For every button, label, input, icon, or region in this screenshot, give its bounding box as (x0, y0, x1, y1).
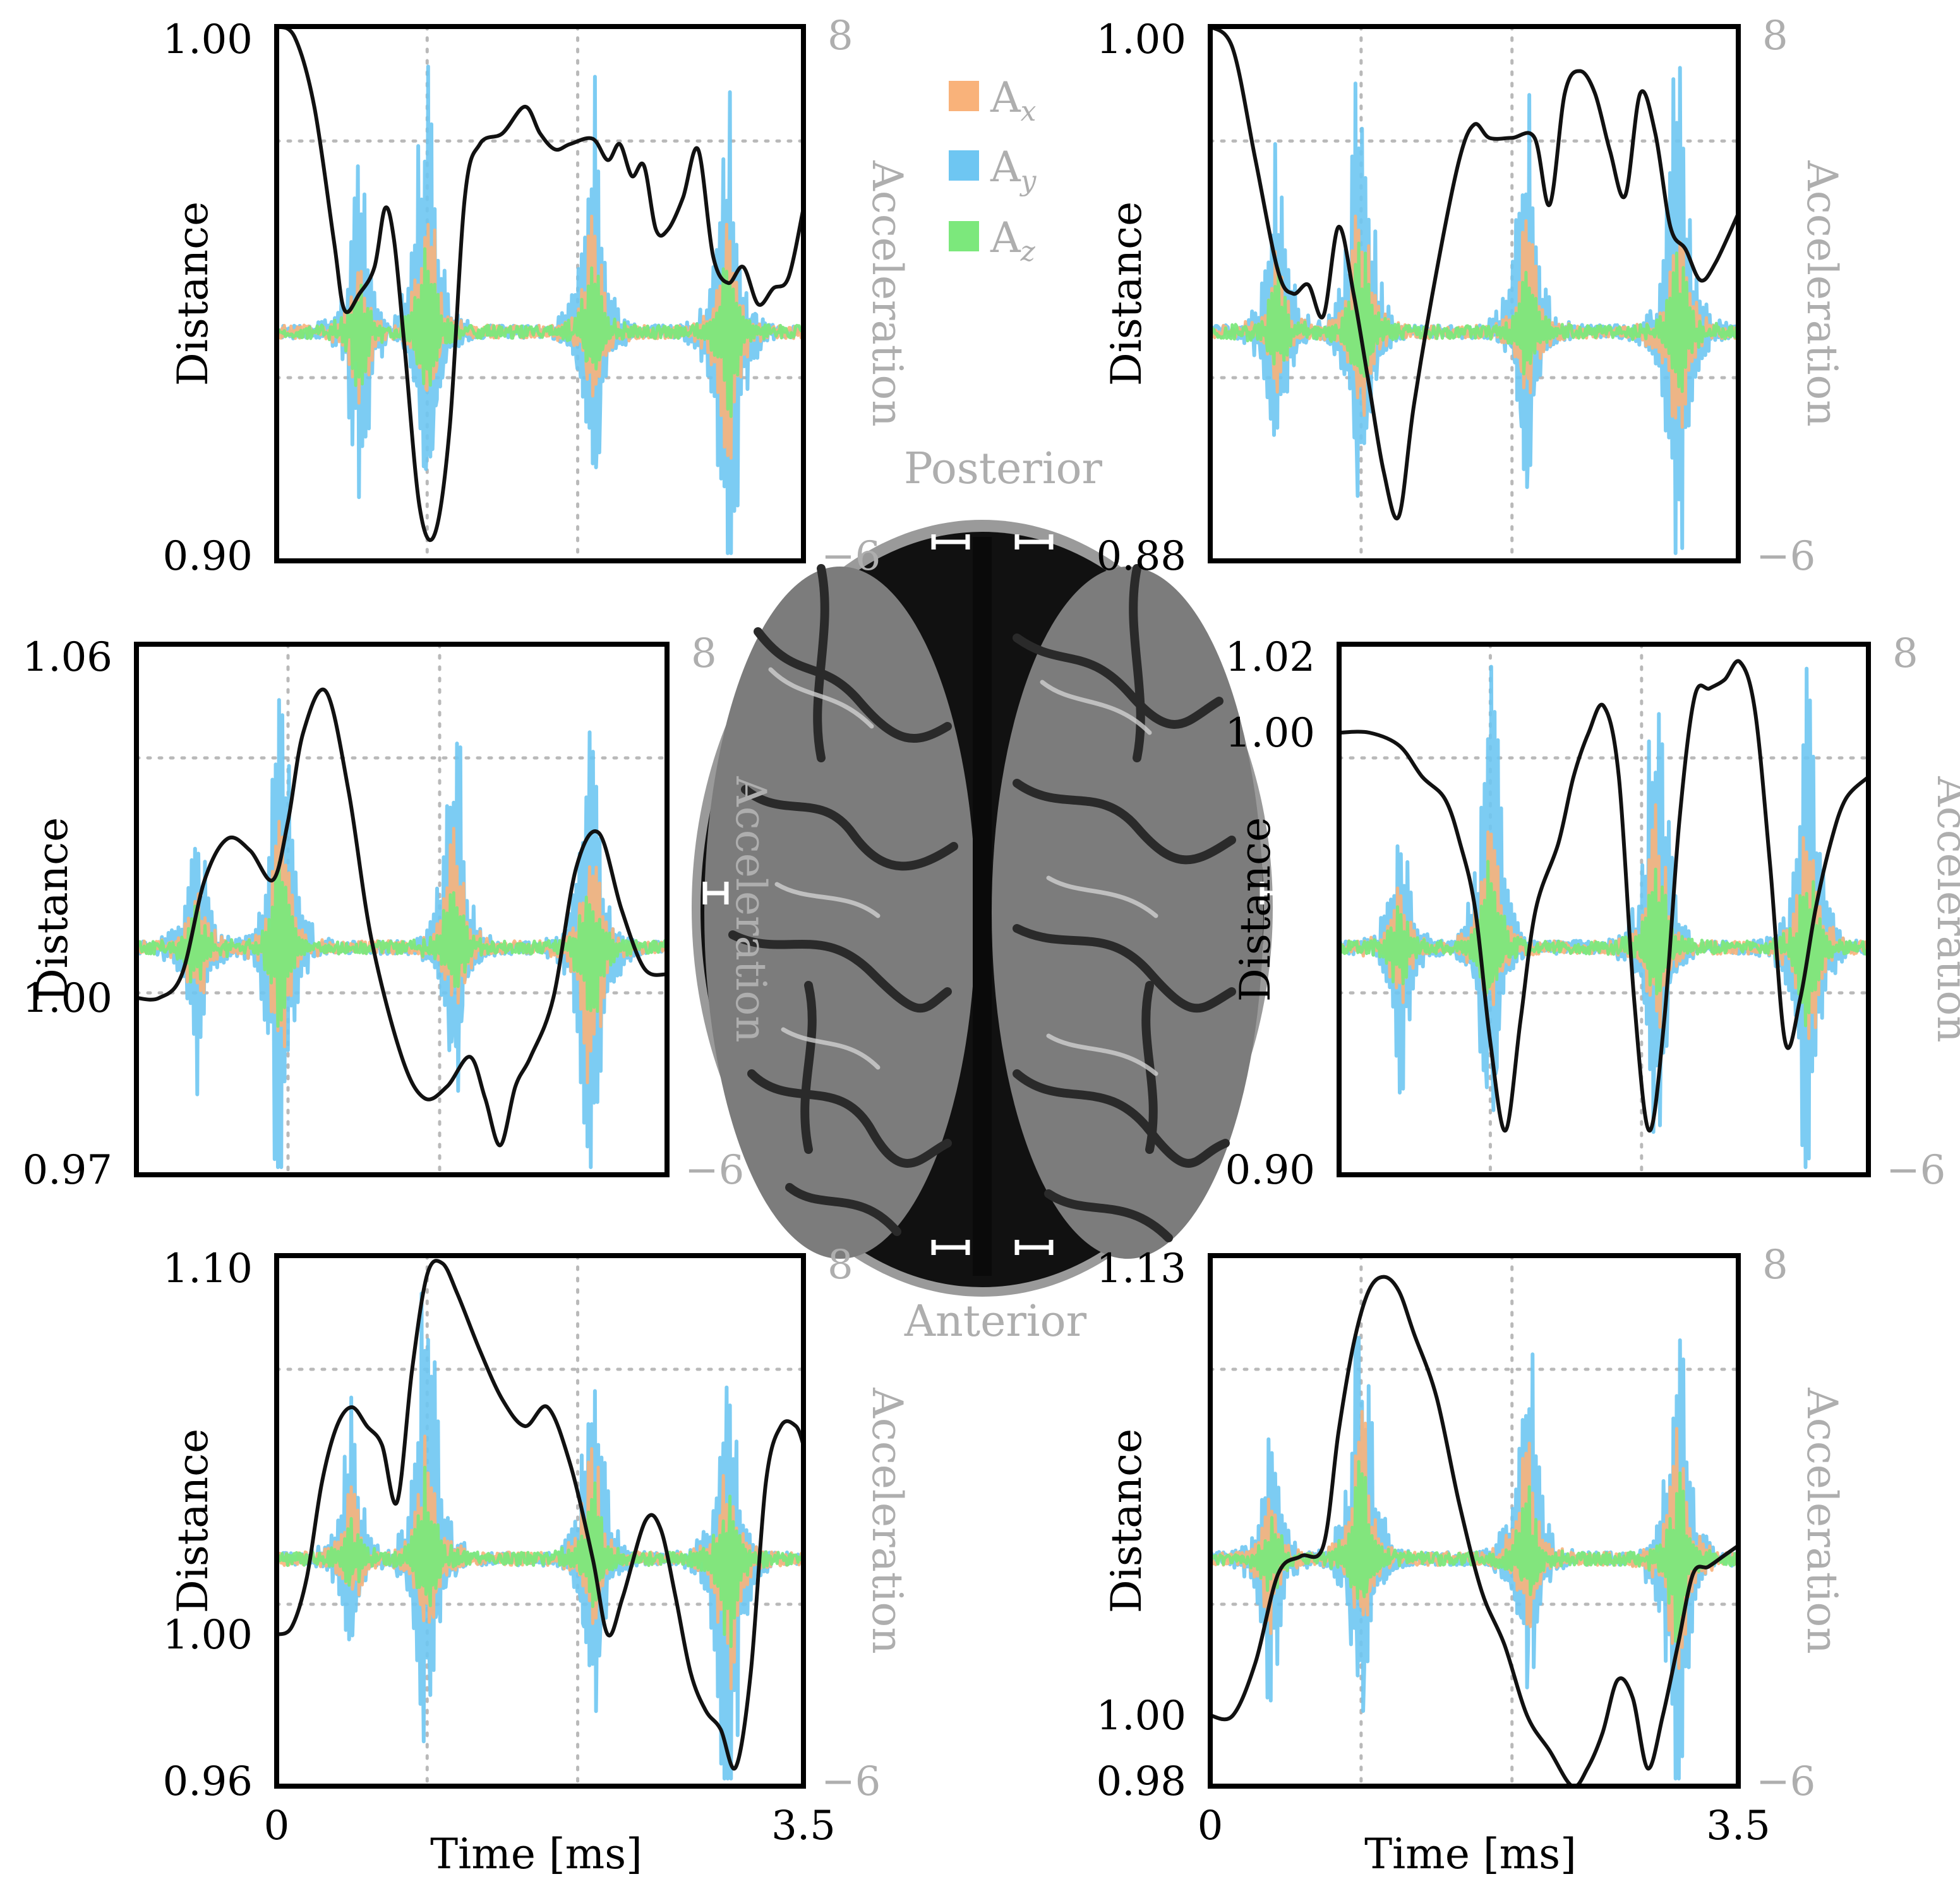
posterior-label: Posterior (904, 444, 1103, 494)
chart-middle-right: 1.02 1.00 0.90 8 −6 Distance Acceleration (1225, 630, 1960, 1194)
acceleration-series (1210, 66, 1738, 555)
y-tick-label: 1.00 (23, 975, 113, 1022)
acceleration-series (1210, 1333, 1738, 1780)
x-axis-title: Time [ms] (1364, 1830, 1577, 1878)
legend: Ax Ay Az (949, 73, 1037, 268)
distance-line (277, 1259, 803, 1771)
plot-frame (1208, 1253, 1741, 1789)
gridlines (1208, 25, 1740, 563)
y-tick-label: 0.96 (163, 1758, 253, 1805)
acceleration-line-ay (1339, 664, 1868, 1169)
acceleration-line-az (136, 861, 667, 1028)
chart-top-right: 1.00 0.88 8 −6 Distance Acceleration (1097, 13, 1847, 580)
y-tick-label: 0.90 (1225, 1147, 1316, 1194)
y2-axis-title: Acceleration (726, 776, 775, 1043)
chart-middle-left: 1.06 1.00 0.97 8 −6 Distance Acceleration (23, 630, 776, 1194)
legend-swatch-ax (949, 81, 979, 111)
chart-top-left: 1.00 0.90 8 −6 Distance Acceleration (163, 13, 912, 580)
y2-tick-label: 8 (1892, 630, 1918, 677)
y-axis-title: Distance (1231, 817, 1280, 1002)
acceleration-line-az (277, 1465, 803, 1648)
chart-bottom-left: 1.10 1.00 0.96 8 −6 Distance Acceleration 0 3.5 T… (163, 1242, 912, 1878)
y-tick-label: 1.02 (1225, 634, 1316, 681)
y-tick-label: 0.90 (163, 533, 253, 580)
y2-tick-label: −6 (1886, 1147, 1945, 1194)
y2-axis-title: Acceleration (863, 160, 911, 427)
y-axis-title: Distance (1102, 1429, 1151, 1613)
y-axis-title: Distance (169, 1429, 217, 1613)
y-tick-label: 1.00 (163, 16, 253, 63)
y-tick-label: 0.88 (1097, 533, 1187, 580)
plot-frame (274, 1253, 806, 1789)
x-tick-label: 3.5 (771, 1803, 836, 1849)
legend-item-ax: Ax (949, 73, 1037, 128)
y2-axis-title: Acceleration (1798, 1387, 1846, 1654)
distance-line (1339, 659, 1868, 1133)
plot-frame (1337, 642, 1871, 1177)
acceleration-series (136, 698, 667, 1169)
distance-line (1210, 1275, 1738, 1786)
y2-tick-label: 8 (691, 630, 717, 677)
legend-item-az: Az (949, 213, 1036, 268)
y-tick-label: 0.97 (23, 1147, 113, 1194)
y2-tick-label: 8 (827, 1242, 853, 1288)
acceleration-series (1339, 664, 1868, 1169)
legend-item-ay: Ay (949, 143, 1037, 197)
y-tick-label: 1.13 (1097, 1246, 1187, 1292)
distance-line (277, 27, 803, 543)
y-axis-title: Distance (169, 201, 217, 386)
y2-tick-label: −6 (1756, 533, 1815, 580)
x-tick-label: 3.5 (1706, 1803, 1771, 1849)
x-tick-label: 0 (264, 1803, 290, 1849)
legend-label-az: Az (990, 213, 1036, 268)
x-tick-label: 0 (1198, 1803, 1223, 1849)
y-tick-label: 0.98 (1097, 1758, 1187, 1805)
anterior-label: Anterior (904, 1297, 1087, 1347)
y-axis-title: Distance (28, 817, 77, 1002)
legend-label-ax: Ax (990, 73, 1037, 128)
distance-line (136, 687, 667, 1148)
acceleration-line-az (277, 247, 803, 418)
y2-tick-label: 8 (1762, 13, 1788, 59)
y2-tick-label: 8 (1762, 1242, 1788, 1288)
y2-axis-title: Acceleration (1928, 776, 1960, 1043)
plot-frame (274, 24, 806, 563)
y2-tick-label: −6 (821, 533, 881, 580)
charts: 1.00 0.90 8 −6 Distance Acceleration 1.00 0.88 8… (23, 13, 1960, 1878)
y-axis-title: Distance (1102, 201, 1151, 386)
acceleration-series (277, 64, 803, 555)
y2-tick-label: −6 (821, 1758, 881, 1805)
y-tick-label: 1.00 (1097, 16, 1187, 63)
y2-axis-title: Acceleration (1798, 160, 1846, 427)
y2-tick-label: −6 (1756, 1758, 1815, 1805)
y-tick-label: 1.06 (23, 634, 113, 681)
y-tick-label: 1.10 (163, 1246, 253, 1292)
y2-tick-label: −6 (685, 1147, 744, 1194)
gridlines (275, 25, 805, 563)
brain-illustration: Posterior Anterior (692, 444, 1286, 1347)
y2-axis-title: Acceleration (863, 1387, 911, 1654)
y-tick-label: 1.00 (1097, 1693, 1187, 1739)
legend-label-ay: Ay (990, 143, 1037, 197)
y-tick-label: 1.00 (163, 1612, 253, 1659)
x-axis-title: Time [ms] (430, 1830, 642, 1878)
legend-swatch-ay (949, 150, 979, 181)
y-tick-label: 1.00 (1225, 710, 1316, 757)
plot-frame (134, 642, 670, 1177)
plot-frame (1208, 24, 1741, 563)
legend-swatch-az (949, 221, 979, 251)
chart-bottom-right: 1.13 1.00 0.98 8 −6 Distance Acceleration 0 3.5 T… (1097, 1242, 1847, 1878)
acceleration-series (277, 1291, 803, 1780)
electrode-markers (702, 534, 1286, 1255)
acceleration-line-az (1210, 241, 1738, 393)
distance-line (1210, 27, 1738, 520)
y2-tick-label: 8 (827, 13, 853, 59)
acceleration-line-az (1339, 860, 1868, 1028)
